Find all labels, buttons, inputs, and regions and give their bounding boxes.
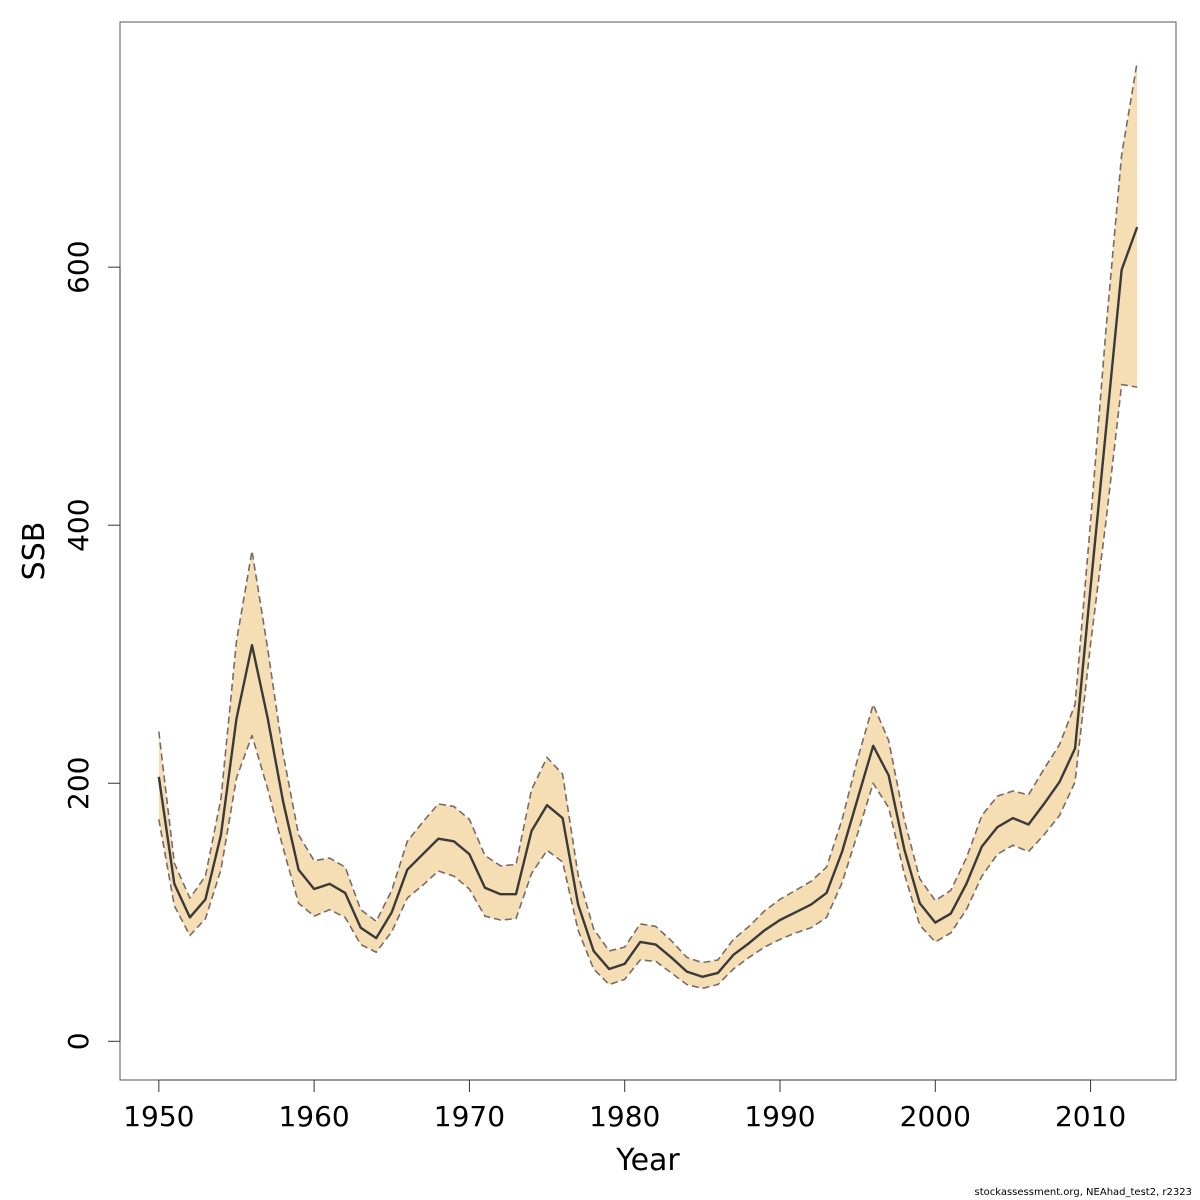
lower-bound-line	[158, 383, 1138, 990]
estimate-line	[157, 226, 1139, 978]
x-tick-label: 2010	[1055, 1100, 1126, 1133]
x-axis-title: Year	[615, 1143, 680, 1178]
y-axis: 0 200 400 600	[62, 240, 121, 1050]
x-tick-label: 1950	[123, 1100, 194, 1133]
credit-text: stockassessment.org, NEAhad_test2, r2323	[974, 1187, 1192, 1198]
upper-bound-line	[158, 61, 1138, 964]
x-tick-label: 2000	[900, 1100, 971, 1133]
plot-frame	[119, 21, 1177, 1081]
y-tick-label: 400	[62, 498, 95, 551]
y-tick-label: 200	[62, 757, 95, 810]
y-tick-label: 600	[62, 240, 95, 293]
x-tick-label: 1970	[434, 1100, 505, 1133]
x-tick-label: 1990	[744, 1100, 815, 1133]
confidence-band-layer	[158, 61, 1138, 989]
y-axis-title: SSB	[17, 522, 52, 581]
x-axis: 1950 1960 1970 1980 1990 2000 2010	[123, 1079, 1126, 1133]
x-tick-label: 1960	[278, 1100, 349, 1133]
confidence-band	[158, 61, 1138, 989]
x-tick-label: 1980	[589, 1100, 660, 1133]
y-tick-label: 0	[62, 1032, 95, 1050]
series-line-layer	[157, 61, 1139, 990]
